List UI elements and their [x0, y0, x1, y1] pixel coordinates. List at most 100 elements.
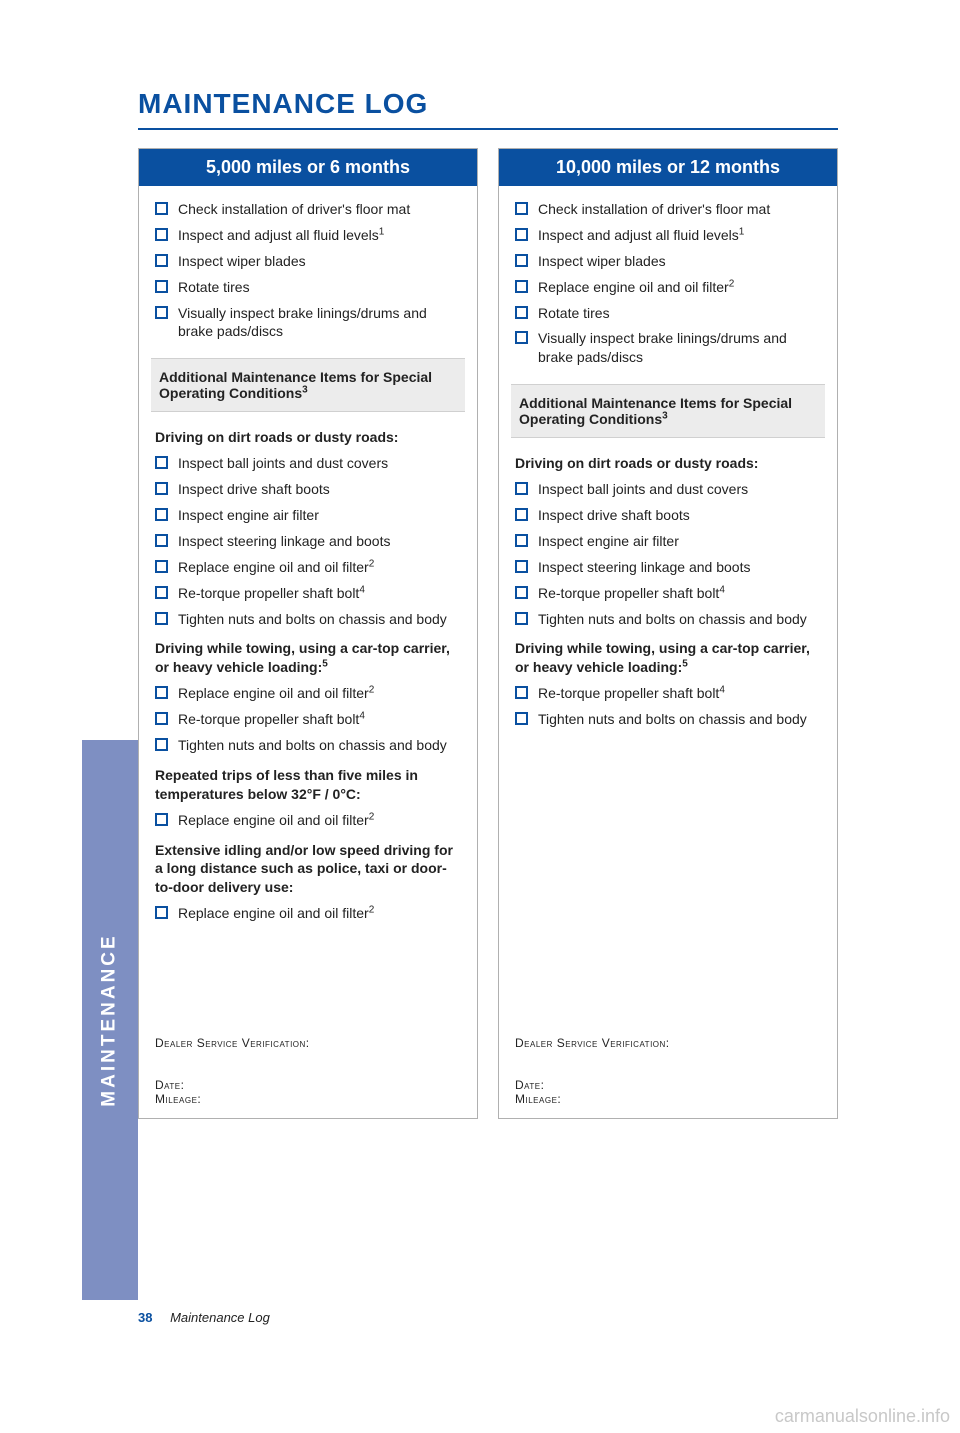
- check-item: Re-torque propeller shaft bolt4: [515, 684, 821, 703]
- condition-checklist: Replace engine oil and oil filter2 Re-to…: [155, 684, 461, 762]
- condition-checklist: Inspect ball joints and dust covers Insp…: [155, 454, 461, 635]
- maintenance-card: 10,000 miles or 12 months Check installa…: [498, 148, 838, 1119]
- check-text: Check installation of driver's floor mat: [178, 200, 410, 219]
- checkbox-icon[interactable]: [515, 712, 528, 725]
- checkbox-icon[interactable]: [515, 612, 528, 625]
- checkbox-icon[interactable]: [515, 228, 528, 241]
- card-header: 5,000 miles or 6 months: [139, 149, 477, 186]
- mileage-label: Mileage:: [515, 1092, 821, 1106]
- primary-checklist: Check installation of driver's floor mat…: [515, 200, 821, 374]
- check-item: Inspect drive shaft boots: [515, 506, 821, 525]
- check-item: Inspect engine air filter: [515, 532, 821, 551]
- checkbox-icon[interactable]: [155, 534, 168, 547]
- check-item: Inspect steering linkage and boots: [155, 532, 461, 551]
- checkbox-icon[interactable]: [155, 228, 168, 241]
- condition-heading: Driving while towing, using a car-top ca…: [155, 639, 461, 677]
- title-rule: [138, 128, 838, 130]
- check-item: Re-torque propeller shaft bolt4: [155, 710, 461, 729]
- checkbox-icon[interactable]: [515, 508, 528, 521]
- checkbox-icon[interactable]: [155, 280, 168, 293]
- check-text: Re-torque propeller shaft bolt4: [178, 710, 365, 729]
- mileage-label: Mileage:: [155, 1092, 461, 1106]
- checkbox-icon[interactable]: [515, 331, 528, 344]
- check-text: Replace engine oil and oil filter2: [538, 278, 734, 297]
- checkbox-icon[interactable]: [515, 586, 528, 599]
- checkbox-icon[interactable]: [155, 738, 168, 751]
- check-text: Tighten nuts and bolts on chassis and bo…: [538, 610, 807, 629]
- checkbox-icon[interactable]: [155, 508, 168, 521]
- checkbox-icon[interactable]: [515, 306, 528, 319]
- page-number: 38: [138, 1310, 152, 1325]
- checkbox-icon[interactable]: [155, 202, 168, 215]
- check-text: Inspect engine air filter: [538, 532, 679, 551]
- check-item: Inspect and adjust all fluid levels1: [515, 226, 821, 245]
- checkbox-icon[interactable]: [515, 202, 528, 215]
- checkbox-icon[interactable]: [155, 254, 168, 267]
- page-title: MAINTENANCE LOG: [138, 88, 838, 120]
- checkbox-icon[interactable]: [155, 482, 168, 495]
- check-text: Replace engine oil and oil filter2: [178, 684, 374, 703]
- check-text: Inspect and adjust all fluid levels1: [178, 226, 384, 245]
- checkbox-icon[interactable]: [155, 906, 168, 919]
- columns: 5,000 miles or 6 months Check installati…: [138, 148, 838, 1119]
- condition-heading: Extensive idling and/or low speed drivin…: [155, 841, 461, 898]
- checkbox-icon[interactable]: [155, 560, 168, 573]
- checkbox-icon[interactable]: [515, 482, 528, 495]
- primary-checklist: Check installation of driver's floor mat…: [155, 200, 461, 348]
- condition-heading: Driving on dirt roads or dusty roads:: [515, 454, 821, 473]
- checkbox-icon[interactable]: [155, 712, 168, 725]
- sidebar-label: MAINTENANCE: [99, 933, 121, 1106]
- check-item: Inspect wiper blades: [515, 252, 821, 271]
- check-item: Tighten nuts and bolts on chassis and bo…: [155, 610, 461, 629]
- check-item: Inspect wiper blades: [155, 252, 461, 271]
- check-text: Visually inspect brake linings/drums and…: [538, 329, 821, 367]
- section-name: Maintenance Log: [170, 1310, 270, 1325]
- check-item: Inspect and adjust all fluid levels1: [155, 226, 461, 245]
- checkbox-icon[interactable]: [155, 456, 168, 469]
- checkbox-icon[interactable]: [515, 686, 528, 699]
- check-text: Tighten nuts and bolts on chassis and bo…: [538, 710, 807, 729]
- checkbox-icon[interactable]: [155, 306, 168, 319]
- check-text: Inspect steering linkage and boots: [538, 558, 750, 577]
- check-text: Replace engine oil and oil filter2: [178, 558, 374, 577]
- check-text: Rotate tires: [538, 304, 610, 323]
- check-item: Tighten nuts and bolts on chassis and bo…: [515, 710, 821, 729]
- condition-heading: Driving on dirt roads or dusty roads:: [155, 428, 461, 447]
- additional-items-box: Additional Maintenance Items for Special…: [151, 358, 465, 412]
- dealer-verification-label: Dealer Service Verification:: [155, 1036, 461, 1050]
- check-text: Visually inspect brake linings/drums and…: [178, 304, 461, 342]
- check-text: Replace engine oil and oil filter2: [178, 811, 374, 830]
- check-text: Re-torque propeller shaft bolt4: [538, 684, 725, 703]
- check-item: Re-torque propeller shaft bolt4: [155, 584, 461, 603]
- checkbox-icon[interactable]: [515, 560, 528, 573]
- checkbox-icon[interactable]: [155, 586, 168, 599]
- check-item: Replace engine oil and oil filter2: [155, 684, 461, 703]
- checkbox-icon[interactable]: [155, 813, 168, 826]
- check-item: Rotate tires: [155, 278, 461, 297]
- check-item: Check installation of driver's floor mat: [515, 200, 821, 219]
- condition-heading: Driving while towing, using a car-top ca…: [515, 639, 821, 677]
- check-text: Inspect engine air filter: [178, 506, 319, 525]
- check-text: Check installation of driver's floor mat: [538, 200, 770, 219]
- checkbox-icon[interactable]: [155, 686, 168, 699]
- condition-checklist: Inspect ball joints and dust covers Insp…: [515, 480, 821, 635]
- check-text: Inspect ball joints and dust covers: [538, 480, 748, 499]
- check-item: Visually inspect brake linings/drums and…: [515, 329, 821, 367]
- page-footer: 38 Maintenance Log: [138, 1310, 270, 1325]
- checkbox-icon[interactable]: [515, 280, 528, 293]
- check-item: Inspect steering linkage and boots: [515, 558, 821, 577]
- checkbox-icon[interactable]: [155, 612, 168, 625]
- check-item: Inspect ball joints and dust covers: [155, 454, 461, 473]
- maintenance-card: 5,000 miles or 6 months Check installati…: [138, 148, 478, 1119]
- checkbox-icon[interactable]: [515, 254, 528, 267]
- check-text: Inspect drive shaft boots: [538, 506, 690, 525]
- condition-checklist: Re-torque propeller shaft bolt4 Tighten …: [515, 684, 821, 736]
- card-body: Check installation of driver's floor mat…: [139, 186, 477, 1118]
- dealer-verification-label: Dealer Service Verification:: [515, 1036, 821, 1050]
- spacer: [515, 736, 821, 1016]
- verify-block: Dealer Service Verification: Date: Milea…: [515, 1016, 821, 1106]
- check-item: Inspect drive shaft boots: [155, 480, 461, 499]
- additional-items-box: Additional Maintenance Items for Special…: [511, 384, 825, 438]
- sidebar-tab: MAINTENANCE: [82, 740, 138, 1300]
- checkbox-icon[interactable]: [515, 534, 528, 547]
